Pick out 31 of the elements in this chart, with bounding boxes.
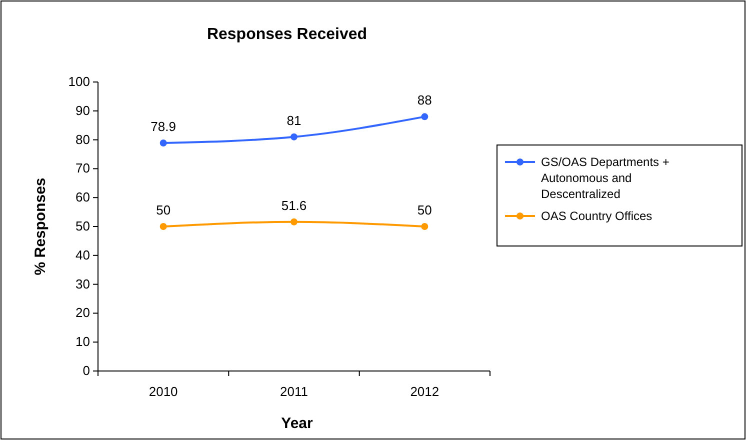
y-tick-label: 10 xyxy=(76,334,90,350)
y-tick-label: 70 xyxy=(76,160,90,176)
x-tick-label: 2010 xyxy=(148,384,178,399)
y-tick-label: 30 xyxy=(76,276,90,292)
x-axis-title: Year xyxy=(281,415,314,432)
point xyxy=(290,218,298,226)
y-tick-label: 0 xyxy=(82,363,90,378)
data-label: 81 xyxy=(286,112,302,128)
y-tick-label: 20 xyxy=(76,305,90,320)
y-tick-label: 90 xyxy=(76,102,90,118)
data-label: 88 xyxy=(417,92,432,108)
y-tick-label: 50 xyxy=(76,218,90,234)
point xyxy=(290,133,298,140)
point xyxy=(160,139,167,146)
y-tick-label: 60 xyxy=(76,190,90,205)
point xyxy=(421,113,428,120)
x-tick-label: 2011 xyxy=(280,384,308,399)
data-label: 50 xyxy=(156,202,171,218)
data-label: 50 xyxy=(417,202,432,218)
x-tick-label: 2012 xyxy=(410,384,440,399)
legend-label: OAS Country Offices xyxy=(541,209,652,223)
y-axis-title: % Responses xyxy=(32,178,49,276)
y-tick-label: 80 xyxy=(76,132,90,147)
chart-title: Responses Received xyxy=(206,26,368,43)
y-tick-label: 40 xyxy=(76,247,90,262)
legend-label: GS/OAS Departments + Autonomous and Descentralized xyxy=(541,155,670,201)
data-label: 78.9 xyxy=(150,118,176,134)
y-tick-label: 100 xyxy=(68,74,90,89)
point xyxy=(421,223,428,230)
point xyxy=(160,223,167,230)
data-label: 51.6 xyxy=(281,198,307,213)
